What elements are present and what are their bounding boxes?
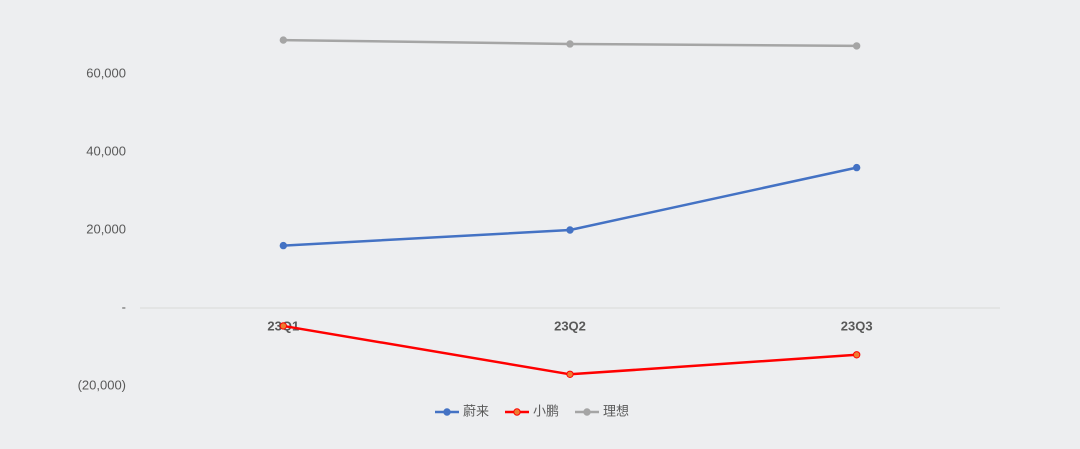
data-point bbox=[279, 241, 288, 250]
legend-label: 理想 bbox=[603, 403, 629, 418]
legend-marker bbox=[583, 408, 591, 416]
data-point bbox=[852, 351, 861, 359]
data-point bbox=[852, 42, 861, 50]
data-point bbox=[279, 322, 288, 330]
legend-label: 蔚来 bbox=[463, 403, 489, 418]
data-point bbox=[566, 370, 574, 378]
data-point bbox=[566, 226, 574, 234]
data-point bbox=[852, 163, 861, 172]
x-tick-label: 23Q2 bbox=[554, 318, 586, 333]
legend-marker bbox=[443, 408, 451, 416]
y-tick-label: 60,000 bbox=[86, 65, 126, 80]
legend-label: 小鹏 bbox=[533, 403, 559, 418]
x-tick-label: 23Q3 bbox=[841, 318, 873, 333]
y-tick-label: - bbox=[122, 299, 126, 314]
y-tick-label: 40,000 bbox=[86, 143, 126, 158]
data-point bbox=[279, 36, 288, 44]
legend-marker bbox=[513, 408, 521, 416]
y-tick-label: (20,000) bbox=[78, 377, 126, 392]
y-tick-label: 20,000 bbox=[86, 221, 126, 236]
data-point bbox=[566, 40, 574, 48]
